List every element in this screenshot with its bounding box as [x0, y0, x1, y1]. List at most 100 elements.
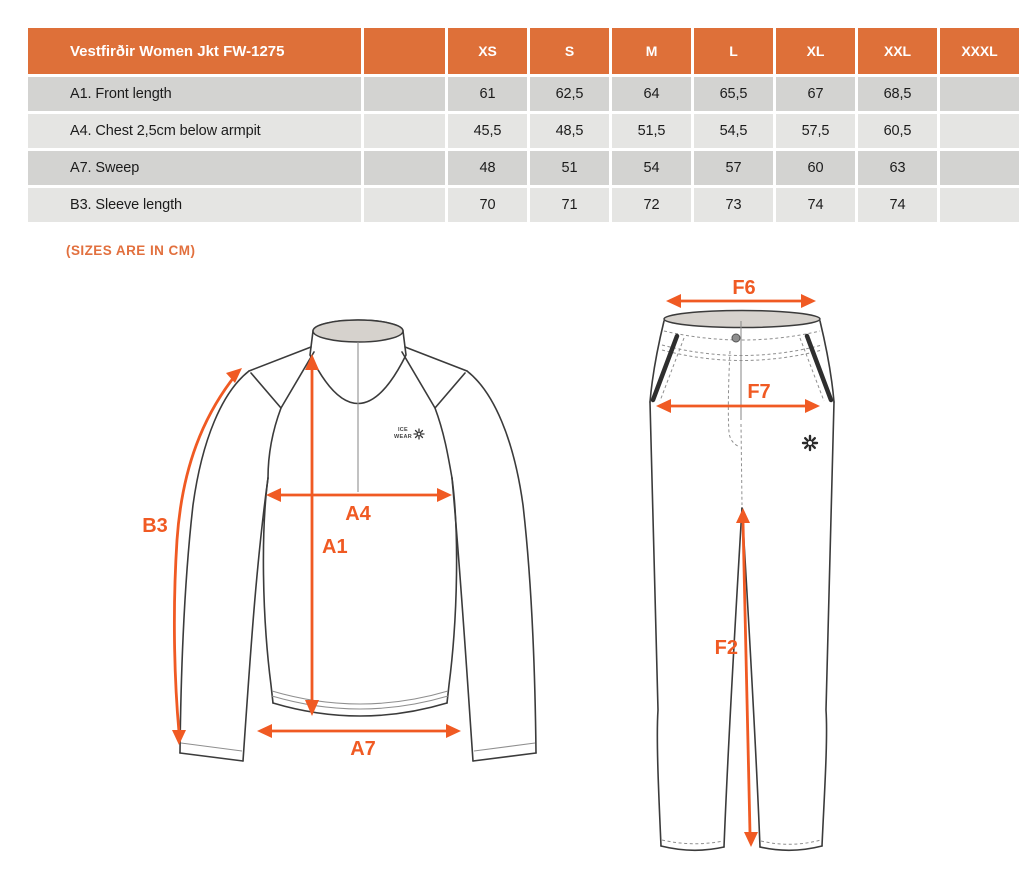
value-cell: 54,5	[694, 114, 773, 148]
jacket-drawing: ICE WEAR	[179, 319, 537, 762]
jacket-sleeve-right-outer	[466, 370, 537, 754]
pants-drawing	[649, 309, 835, 852]
pants-waist-seam-stitch	[661, 344, 823, 356]
jacket-armhole-left	[267, 407, 282, 479]
pants-pocket-right	[804, 333, 834, 403]
row-spacer-cell	[364, 77, 445, 111]
pants-pocket-left-stitch	[659, 337, 685, 402]
jacket-hem-stitch	[271, 690, 449, 705]
value-cell: 64	[612, 77, 691, 111]
row-label: A7. Sweep	[28, 151, 361, 185]
row-spacer-cell	[364, 188, 445, 222]
pants-pocket-left	[650, 333, 680, 403]
pants-waist-right	[819, 320, 835, 403]
value-cell: 67	[776, 77, 855, 111]
value-cell	[940, 114, 1019, 148]
value-cell: 57,5	[776, 114, 855, 148]
a7-label: A7	[350, 738, 376, 760]
value-cell: 60,5	[858, 114, 937, 148]
value-cell	[940, 77, 1019, 111]
jacket-cuff-right	[472, 752, 537, 762]
jacket-body-right	[446, 477, 458, 704]
f2-label: F2	[715, 637, 738, 659]
a1-arrowhead-bottom	[305, 700, 319, 716]
size-header-l: L	[694, 28, 773, 74]
f6-label: F6	[732, 277, 755, 299]
f2-arrowhead-bottom	[744, 832, 758, 847]
size-chart-table: Vestfirðir Women Jkt FW-1275 XS S M L XL…	[28, 28, 1019, 222]
f2-arrow	[741, 521, 752, 834]
size-header-m: M	[612, 28, 691, 74]
pants-waist-seam-stitch	[661, 349, 823, 361]
f7-label: F7	[747, 381, 770, 403]
value-cell: 57	[694, 151, 773, 185]
value-cell: 60	[776, 151, 855, 185]
a4-arrowhead-right	[437, 488, 452, 502]
f7-arrowhead-right	[805, 399, 820, 413]
row-spacer-cell	[364, 114, 445, 148]
b3-label: B3	[142, 515, 168, 537]
pants-waist-left	[649, 320, 665, 403]
a4-label: A4	[345, 503, 371, 525]
pants-rise-stitch	[740, 423, 743, 506]
jacket-measurements: B3 A1 A4 A7	[142, 354, 461, 760]
pants-leg-left-outer	[649, 401, 662, 847]
pants-leg-left-inner	[723, 507, 743, 848]
a1-label: A1	[322, 536, 348, 558]
value-cell: 48	[448, 151, 527, 185]
header-spacer-cell	[364, 28, 445, 74]
jacket-yoke-seam-left	[250, 351, 315, 409]
value-cell: 63	[858, 151, 937, 185]
value-cell	[940, 188, 1019, 222]
sizes-unit-note: (SIZES ARE IN CM)	[66, 243, 196, 258]
value-cell: 65,5	[694, 77, 773, 111]
value-cell: 71	[530, 188, 609, 222]
pants-waist-opening	[663, 309, 821, 329]
pants-waistband-stitch	[663, 330, 821, 341]
jacket-cuff-left	[179, 752, 244, 762]
value-cell: 73	[694, 188, 773, 222]
b3-arrowhead-bottom	[172, 730, 186, 745]
jacket-sleeve-left-outer	[179, 370, 250, 754]
f6-arrowhead-right	[801, 294, 816, 308]
jacket-yoke-seam-right	[401, 351, 466, 409]
jacket-body-left	[262, 477, 274, 704]
size-header-xxl: XXL	[858, 28, 937, 74]
value-cell: 70	[448, 188, 527, 222]
value-cell: 74	[858, 188, 937, 222]
jacket-hem	[272, 702, 448, 717]
value-cell: 68,5	[858, 77, 937, 111]
size-header-xxxl: XXXL	[940, 28, 1019, 74]
jacket-collar-opening	[312, 319, 404, 343]
f7-arrowhead-left	[656, 399, 671, 413]
pants-hem-left-stitch	[661, 839, 724, 845]
jacket-shoulder-left	[248, 346, 312, 372]
pants-fly-stitch	[727, 350, 741, 448]
value-cell: 62,5	[530, 77, 609, 111]
a7-arrowhead-right	[446, 724, 461, 738]
row-spacer-cell	[364, 151, 445, 185]
jacket-logo-text: ICE	[398, 427, 408, 433]
row-label: A4. Chest 2,5cm below armpit	[28, 114, 361, 148]
pants-hem-right	[759, 845, 823, 852]
value-cell: 51	[530, 151, 609, 185]
row-label: A1. Front length	[28, 77, 361, 111]
value-cell: 74	[776, 188, 855, 222]
pants-measurements: F6 F7 F2	[656, 277, 820, 847]
jacket-sleeve-left-inner	[242, 477, 269, 762]
f2-arrowhead-top	[736, 508, 750, 523]
jacket-cuff-right-stitch	[473, 742, 536, 752]
jacket-logo-text: WEAR	[394, 434, 412, 440]
value-cell: 51,5	[612, 114, 691, 148]
jacket-cuff-left-stitch	[180, 742, 243, 752]
table-title: Vestfirðir Women Jkt FW-1275	[28, 28, 361, 74]
a1-arrowhead-top	[305, 354, 319, 370]
value-cell: 45,5	[448, 114, 527, 148]
pants-hem-left	[660, 845, 725, 852]
size-header-s: S	[530, 28, 609, 74]
size-header-xs: XS	[448, 28, 527, 74]
jacket-shoulder-right	[404, 346, 468, 372]
pants-pocket-right-stitch	[799, 337, 825, 402]
jacket-armhole-right	[434, 407, 453, 479]
